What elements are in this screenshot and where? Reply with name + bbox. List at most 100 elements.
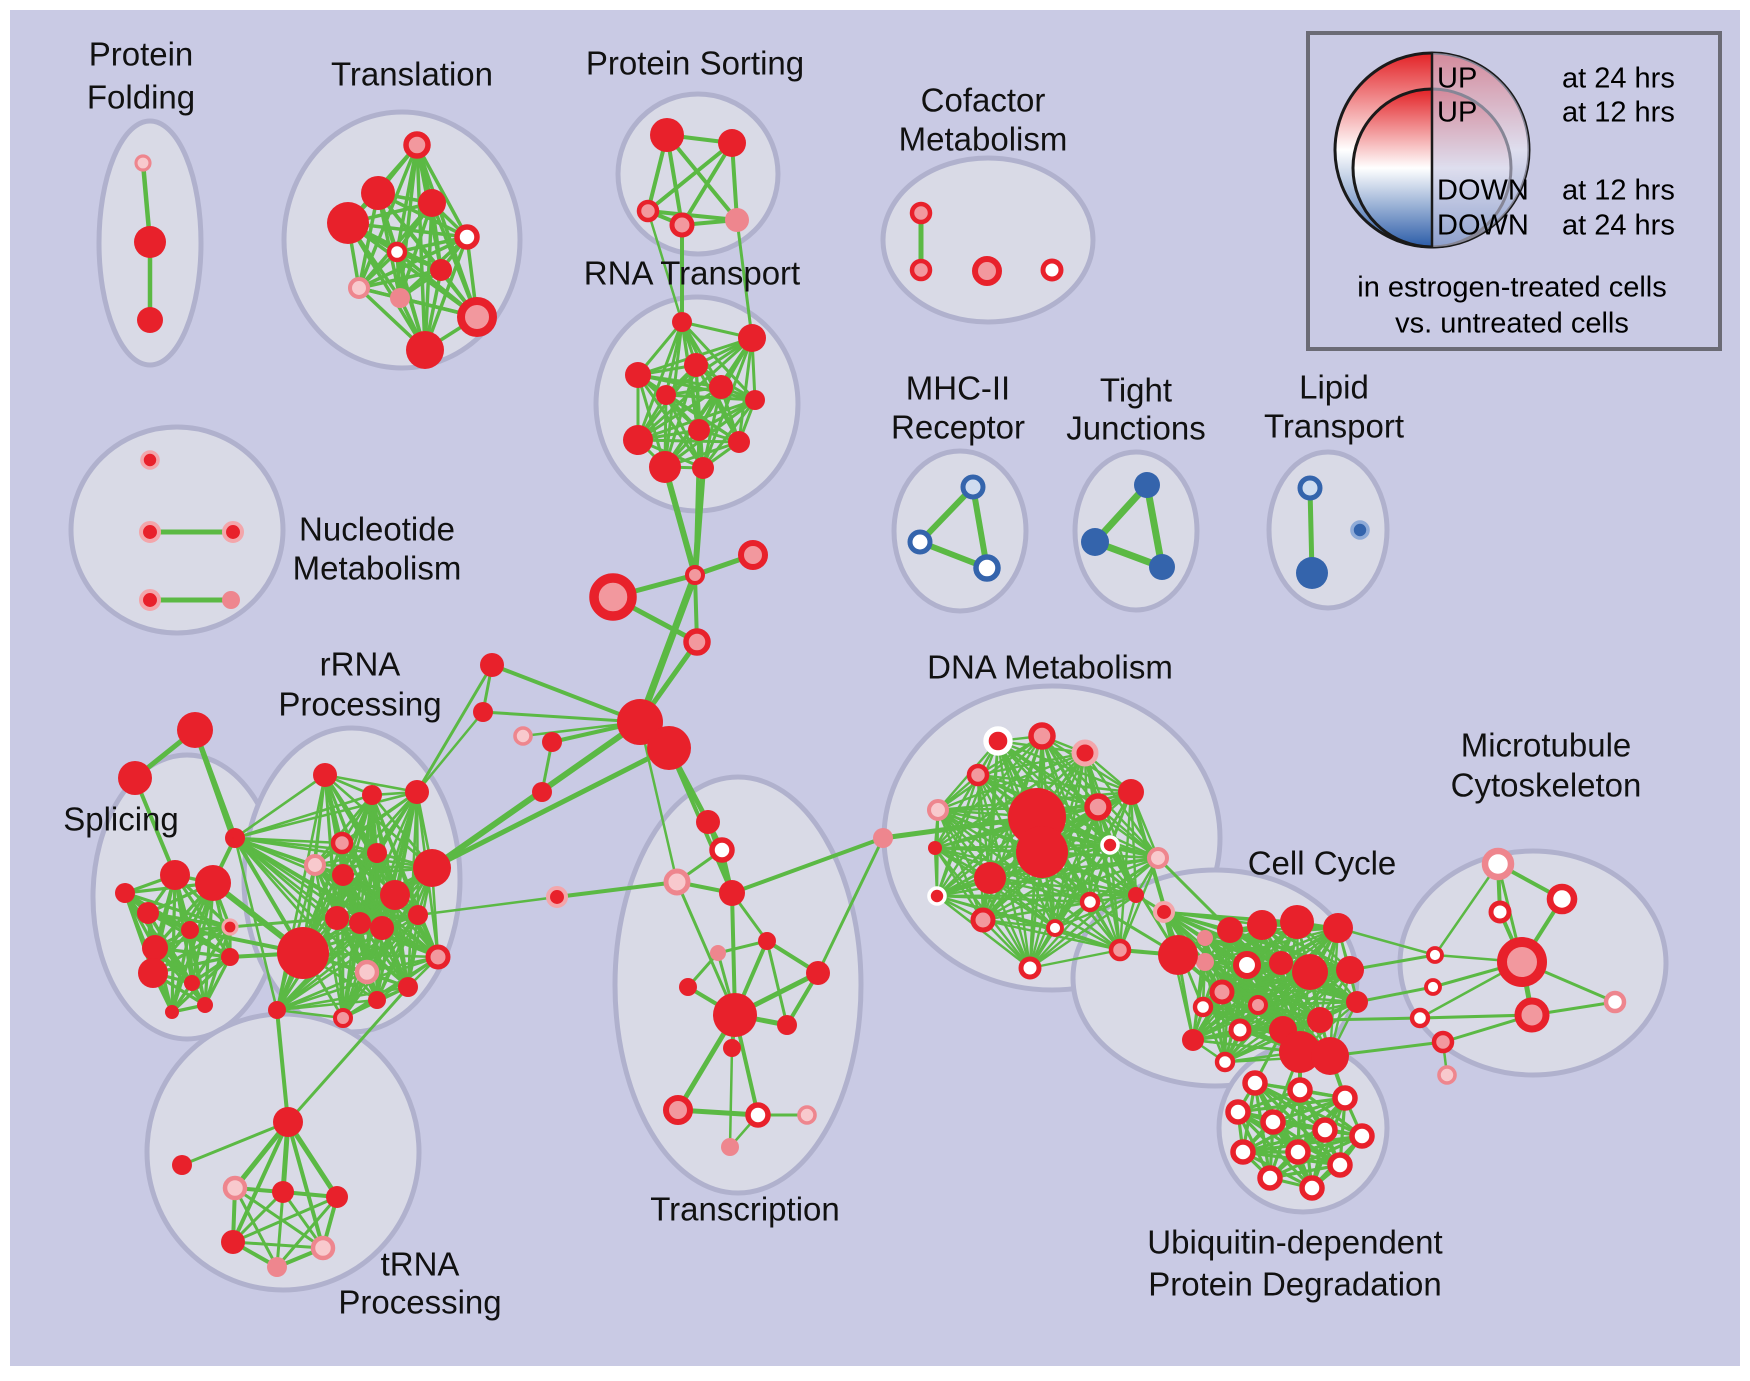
node-mt-9 (1431, 1030, 1455, 1054)
edge-rrna (406, 790, 419, 989)
node-transcription-13 (745, 1102, 771, 1128)
node-bridge-1 (738, 540, 768, 570)
cluster-label-dna: DNA Metabolism (927, 649, 1173, 686)
node-splicing-7 (221, 948, 239, 966)
node-cellcycle-1 (1197, 930, 1213, 946)
edge-rna (636, 373, 705, 470)
cluster-ellipse-transcription (612, 774, 864, 1196)
node-transcription-3 (719, 880, 745, 906)
legend-box (1306, 31, 1722, 351)
node-trna-2 (222, 1175, 248, 1201)
node-splicing-1 (195, 865, 231, 901)
node-bridge-7 (532, 782, 552, 802)
cluster-label-folding: Protein (89, 36, 194, 73)
legend-time-label: at 24 hrs (1562, 63, 1675, 95)
edge-trna (275, 1190, 285, 1269)
cluster-label-rrna: Processing (278, 686, 441, 723)
edge-bridge (490, 663, 642, 724)
node-bridge-8 (480, 653, 504, 677)
edge-link (415, 663, 494, 794)
edge-link (275, 1008, 290, 1124)
cluster-label-trna: Processing (338, 1284, 501, 1321)
node-splicing-6 (142, 935, 168, 961)
node-splicing-2 (137, 902, 159, 924)
node-cellcycle-20 (1182, 1029, 1204, 1051)
node-transcription-4 (545, 885, 569, 909)
node-cofactor-0 (909, 201, 933, 225)
edge-rrna (335, 916, 379, 1002)
edge-translation (357, 143, 419, 290)
node-trna-0 (273, 1107, 303, 1137)
node-cellcycle-14 (1228, 1018, 1252, 1042)
edge-rrna (233, 836, 379, 855)
node-rrna-17 (398, 977, 418, 997)
node-lipid-1 (1296, 557, 1328, 589)
node-dna-5 (966, 763, 990, 787)
node-sorting-1 (718, 129, 746, 157)
edge-rrna (275, 1008, 345, 1020)
node-sorting-0 (650, 118, 684, 152)
edge-mt (1418, 1013, 1534, 1020)
node-rrna-7 (303, 853, 327, 877)
edge-mhc (917, 484, 976, 545)
edge-transcription (555, 880, 679, 899)
node-lipid-0 (1297, 475, 1323, 501)
node-bridge-12 (118, 761, 152, 795)
node-rna-2 (625, 362, 651, 388)
node-mt-3 (1497, 937, 1547, 987)
node-rrna-10 (380, 880, 410, 910)
cluster-label-trna: tRNA (381, 1246, 460, 1283)
edge-cellcycle (1191, 1003, 1260, 1042)
edge-trna (180, 1120, 290, 1167)
edge-link (429, 745, 672, 871)
edge-dna (1096, 805, 1122, 952)
cluster-label-sorting: Protein Sorting (586, 45, 804, 82)
cluster-label-cellcycle: Cell Cycle (1248, 845, 1397, 882)
edge-rrna (358, 921, 410, 989)
node-cellcycle-13 (1248, 995, 1268, 1015)
node-dna-18 (1046, 919, 1064, 937)
node-splicing-9 (138, 958, 168, 988)
node-rna-6 (745, 390, 765, 410)
edge-cellcycle (1191, 1018, 1322, 1042)
node-bridge-11 (177, 712, 213, 748)
node-cellcycle-11 (1209, 979, 1235, 1005)
node-sorting-2 (636, 199, 660, 223)
edge-dna (1028, 893, 1138, 970)
node-cofactor-1 (909, 258, 933, 282)
node-dna-11 (1146, 846, 1170, 870)
cluster-label-mt: Cytoskeleton (1451, 767, 1642, 804)
cluster-label-tight: Tight (1100, 372, 1172, 409)
legend-direction-label: DOWN (1437, 210, 1529, 242)
edge-rrna (233, 790, 419, 840)
node-cellcycle-12 (1192, 996, 1214, 1018)
cluster-label-rrna: rRNA (320, 646, 401, 683)
edge-rrna (375, 893, 397, 1002)
node-mhc-2 (973, 554, 1001, 582)
node-translation-7 (347, 276, 371, 300)
nodes-layer (115, 118, 1627, 1277)
edge-sorting (646, 209, 739, 222)
edge-transcription (765, 939, 789, 1027)
node-dna-14 (1079, 891, 1101, 913)
node-bridge-0 (685, 565, 705, 585)
node-rna-11 (692, 457, 714, 479)
edge-dna (1040, 734, 1092, 904)
node-cellcycle-18 (1279, 1031, 1321, 1073)
edge-ub (1241, 1128, 1327, 1154)
edge-translation (430, 201, 479, 319)
node-dna-7 (1118, 779, 1144, 805)
legend-time-label: at 24 hrs (1562, 210, 1675, 242)
edge-link (430, 790, 544, 870)
node-trna-6 (310, 1235, 336, 1261)
node-translation-2 (418, 189, 446, 217)
edge-link (192, 727, 238, 841)
node-sorting-4 (725, 208, 749, 232)
edge-rna (636, 336, 754, 442)
cluster-ellipse-cofactor (880, 155, 1096, 325)
node-cellcycle-0 (1152, 900, 1176, 924)
edge-mt (1433, 862, 1500, 957)
node-nucleotide-2 (221, 520, 245, 544)
edge-trna (233, 1186, 279, 1269)
edge-cellcycle (1203, 960, 1359, 1004)
